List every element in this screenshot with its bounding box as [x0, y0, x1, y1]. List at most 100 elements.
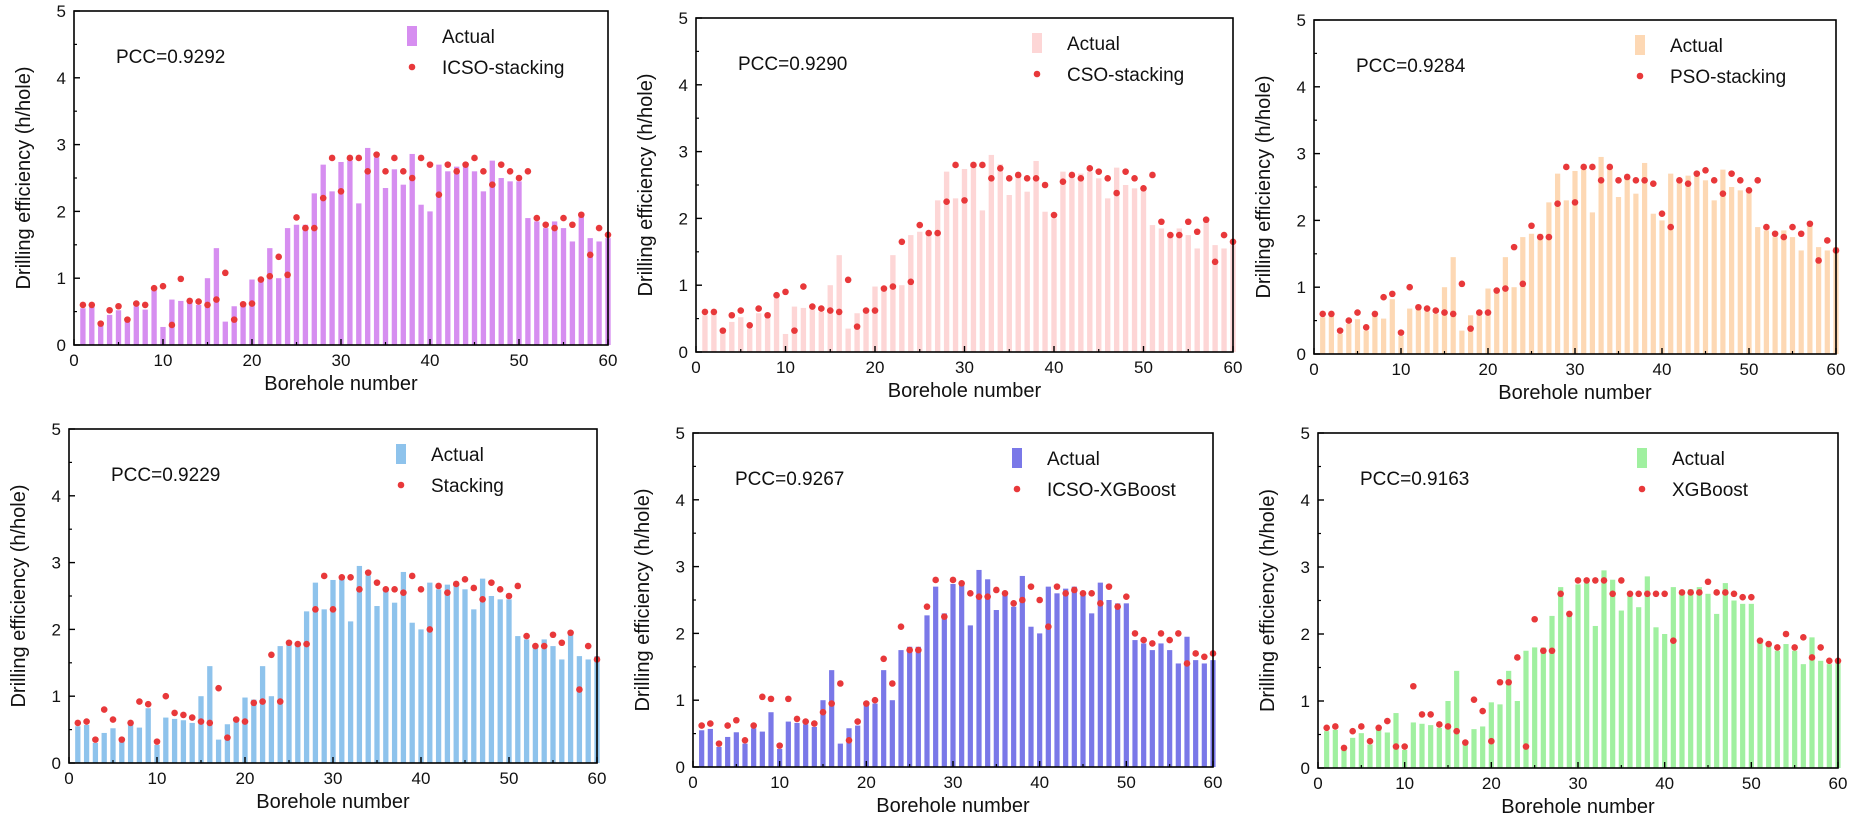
bar-actual-2	[711, 313, 717, 352]
x-tick-label: 50	[500, 769, 519, 788]
point-predicted-28	[1554, 200, 1561, 207]
y-tick-label: 0	[1301, 759, 1310, 778]
bar-actual-49	[507, 181, 513, 345]
bar-actual-58	[576, 656, 583, 763]
bar-actual-49	[1740, 603, 1746, 768]
bar-actual-27	[303, 611, 310, 763]
point-predicted-11	[168, 321, 176, 329]
bar-actual-42	[1679, 593, 1685, 768]
bar-actual-17	[1462, 744, 1468, 768]
bar-actual-54	[1158, 643, 1164, 767]
x-axis-label: Borehole number	[1501, 796, 1655, 818]
y-tick-label: 5	[679, 9, 688, 28]
point-predicted-44	[452, 580, 460, 588]
bar-actual-35	[1006, 195, 1012, 352]
bar-actual-49	[1115, 603, 1121, 767]
point-predicted-35	[993, 586, 1000, 594]
point-predicted-27	[1548, 647, 1556, 655]
bar-actual-52	[1141, 643, 1147, 767]
point-predicted-34	[364, 569, 372, 576]
bar-actual-54	[1781, 230, 1787, 354]
bar-actual-26	[1537, 233, 1543, 354]
bar-actual-21	[258, 281, 264, 345]
x-tick-label: 40	[1655, 774, 1674, 793]
bar-actual-53	[1774, 650, 1780, 768]
bar-actual-20	[1485, 288, 1491, 354]
point-predicted-6	[118, 736, 126, 743]
bar-actual-34	[373, 157, 380, 345]
legend-point-label: ICSO-stacking	[442, 58, 564, 79]
point-predicted-35	[1618, 577, 1625, 584]
bar-actual-54	[541, 639, 547, 763]
bar-actual-42	[1676, 180, 1683, 354]
point-predicted-11	[1406, 283, 1413, 291]
point-predicted-15	[1441, 309, 1448, 316]
bar-actual-31	[339, 578, 345, 763]
point-predicted-37	[1023, 175, 1031, 182]
point-predicted-26	[925, 229, 932, 237]
bar-actual-6	[1363, 330, 1369, 354]
bar-actual-50	[516, 181, 522, 345]
point-predicted-58	[1211, 258, 1219, 266]
legend-point-swatch	[1013, 485, 1021, 493]
legend-bar-swatch	[1637, 448, 1647, 468]
y-axis-label: Drilling efficiency (h/hole)	[8, 484, 30, 707]
bar-actual-38	[1641, 162, 1648, 354]
bar-actual-38	[400, 571, 407, 763]
point-predicted-48	[497, 161, 505, 168]
point-predicted-19	[1479, 707, 1486, 715]
x-tick-label: 40	[412, 769, 431, 788]
bar-actual-57	[1809, 637, 1815, 768]
bar-actual-54	[551, 221, 558, 345]
bar-actual-36	[383, 587, 389, 763]
point-predicted-4	[1349, 727, 1356, 735]
bar-actual-8	[142, 309, 148, 345]
point-predicted-42	[444, 161, 452, 168]
bar-series-actual	[1320, 156, 1839, 354]
bar-actual-20	[872, 286, 878, 352]
point-predicted-53	[1774, 644, 1781, 651]
point-predicted-17	[844, 276, 852, 284]
point-predicted-47	[1719, 190, 1727, 197]
bar-actual-18	[854, 313, 860, 352]
point-predicted-38	[1641, 177, 1648, 184]
chart-icso-stacking: 0 10 20 30 40 50 60 0 1 2 3 4 5 Borehole number Drilli…	[13, 2, 617, 395]
point-predicted-54	[540, 642, 548, 650]
point-predicted-52	[1158, 218, 1165, 226]
point-predicted-23	[1514, 654, 1521, 661]
bar-actual-3	[720, 331, 726, 352]
bar-actual-45	[1705, 593, 1711, 768]
bar-actual-3	[98, 324, 104, 345]
point-predicted-7	[1371, 310, 1379, 318]
point-predicted-52	[523, 632, 530, 640]
bar-actual-26	[915, 646, 921, 767]
point-predicted-28	[943, 198, 950, 205]
point-predicted-33	[988, 175, 995, 182]
bar-actual-35	[374, 606, 380, 763]
bar-actual-2	[83, 724, 90, 763]
bar-actual-30	[330, 579, 336, 763]
point-predicted-25	[1531, 615, 1538, 623]
bar-actual-23	[276, 278, 282, 345]
point-predicted-14	[1436, 721, 1443, 728]
point-predicted-21	[1493, 287, 1500, 294]
point-predicted-5	[733, 716, 740, 724]
x-tick-label: 10	[1392, 360, 1411, 379]
bar-actual-9	[768, 712, 774, 767]
point-predicted-7	[755, 305, 762, 312]
bar-actual-14	[189, 722, 195, 763]
point-predicted-15	[1444, 723, 1452, 730]
bar-actual-9	[1389, 299, 1395, 354]
bar-actual-25	[907, 646, 913, 767]
point-predicted-52	[1765, 640, 1772, 648]
point-predicted-13	[186, 297, 193, 305]
point-predicted-41	[1670, 637, 1677, 644]
point-predicted-17	[1458, 280, 1466, 288]
bar-actual-44	[1696, 587, 1702, 768]
point-predicted-37	[1635, 590, 1642, 598]
point-predicted-41	[435, 191, 443, 198]
bar-actual-24	[908, 235, 914, 352]
point-predicted-36	[1001, 590, 1009, 597]
point-predicted-39	[1041, 181, 1049, 189]
x-tick-label: 40	[1030, 773, 1049, 792]
